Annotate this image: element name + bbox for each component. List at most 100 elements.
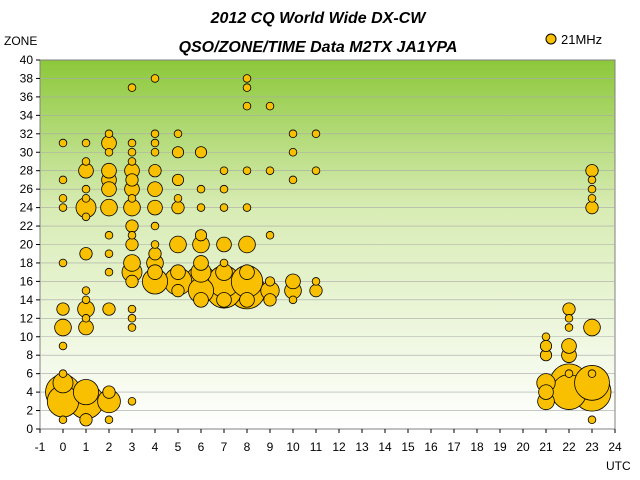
x-tick-labels: -1 0 1 2 3 4 5 6 7 8 9 10 11 12 13 14 15 16 17 18 19 20 21 22 23… xyxy=(35,440,622,454)
y-tick-label: 24 xyxy=(20,201,34,215)
data-bubble xyxy=(150,240,160,249)
data-bubble xyxy=(101,181,117,197)
data-bubble xyxy=(127,397,137,406)
data-bubble xyxy=(56,302,70,316)
y-tick-label: 6 xyxy=(26,367,33,381)
data-bubble xyxy=(127,323,137,332)
data-bubble xyxy=(587,175,597,185)
data-bubble xyxy=(265,231,275,240)
data-bubble xyxy=(311,129,321,139)
y-tick-label: 26 xyxy=(20,182,34,196)
data-bubble xyxy=(100,198,118,217)
data-bubble xyxy=(219,184,229,194)
data-bubble xyxy=(104,231,114,240)
x-tick-label: 14 xyxy=(378,440,392,454)
data-bubble xyxy=(309,284,323,298)
x-tick-label: 23 xyxy=(585,440,599,454)
x-tick-label: 18 xyxy=(470,440,484,454)
data-bubble xyxy=(104,147,114,157)
x-tick-label: 19 xyxy=(493,440,507,454)
chart-subtitle: QSO/ZONE/TIME Data M2TX JA1YPA xyxy=(179,39,458,56)
data-bubble xyxy=(219,258,229,268)
data-bubble xyxy=(150,74,160,83)
data-bubble xyxy=(58,203,68,212)
y-tick-label: 36 xyxy=(20,90,34,104)
data-bubble xyxy=(104,129,114,139)
data-bubble xyxy=(564,369,574,378)
data-bubble xyxy=(102,302,116,316)
data-bubble xyxy=(239,264,255,280)
data-bubble xyxy=(242,74,252,83)
data-bubble xyxy=(150,129,160,139)
x-tick-label: 16 xyxy=(424,440,438,454)
y-tick-label: 28 xyxy=(20,164,34,178)
data-bubble xyxy=(171,284,185,298)
data-bubble xyxy=(216,236,232,253)
data-bubble xyxy=(125,173,139,187)
data-bubble xyxy=(123,254,141,272)
data-bubble xyxy=(125,237,139,252)
y-tick-label: 38 xyxy=(20,71,34,85)
data-bubble xyxy=(288,295,298,305)
y-axis-label: ZONE xyxy=(4,34,37,48)
data-bubble xyxy=(169,235,187,254)
data-bubble xyxy=(81,157,91,166)
data-bubble xyxy=(58,415,68,425)
x-tick-label: 7 xyxy=(221,440,228,454)
x-tick-label: 21 xyxy=(539,440,553,454)
data-bubble xyxy=(242,203,252,212)
data-bubble xyxy=(285,273,301,290)
data-bubble xyxy=(173,194,183,203)
data-bubble xyxy=(150,138,160,148)
y-tick-label: 4 xyxy=(26,385,33,399)
data-bubble xyxy=(311,166,321,175)
data-bubble xyxy=(587,369,597,378)
data-bubble xyxy=(583,318,601,337)
data-bubble xyxy=(171,146,185,159)
data-bubble xyxy=(265,166,275,175)
x-tick-label: 15 xyxy=(401,440,415,454)
data-bubble xyxy=(81,286,91,295)
data-bubble xyxy=(150,147,160,157)
data-bubble xyxy=(104,267,114,277)
data-bubble xyxy=(193,292,209,308)
data-bubble xyxy=(538,384,554,400)
x-tick-label: 3 xyxy=(129,440,136,454)
legend-marker xyxy=(545,33,557,45)
x-tick-label: 13 xyxy=(355,440,369,454)
y-tick-label: 20 xyxy=(20,238,34,252)
y-tick-label: 22 xyxy=(20,219,34,233)
x-tick-label: -1 xyxy=(35,440,46,454)
data-bubble xyxy=(194,146,208,159)
data-bubble xyxy=(193,255,209,271)
y-tick-label: 16 xyxy=(20,274,34,288)
data-bubble xyxy=(101,162,117,179)
data-bubble xyxy=(147,199,163,216)
data-bubble xyxy=(127,157,137,166)
y-tick-label: 0 xyxy=(26,422,33,436)
data-bubbles xyxy=(45,74,612,427)
data-bubble xyxy=(81,184,91,194)
data-bubble xyxy=(102,385,116,399)
data-bubble xyxy=(79,247,93,261)
y-tick-label: 12 xyxy=(20,311,34,325)
data-bubble xyxy=(104,249,114,258)
data-bubble xyxy=(541,332,551,341)
data-bubble xyxy=(238,235,256,254)
data-bubble xyxy=(125,274,139,288)
x-tick-label: 1 xyxy=(83,440,90,454)
data-bubble xyxy=(81,314,91,323)
data-bubble xyxy=(311,277,321,286)
data-bubble xyxy=(539,339,553,353)
data-bubble xyxy=(587,194,597,203)
data-bubble xyxy=(288,129,298,139)
x-tick-label: 0 xyxy=(60,440,67,454)
y-tick-label: 30 xyxy=(20,145,34,159)
data-bubble xyxy=(150,221,160,231)
data-bubble xyxy=(587,415,597,425)
x-axis-label: UTC xyxy=(606,459,631,473)
y-tick-label: 14 xyxy=(20,293,34,307)
data-bubble xyxy=(81,295,91,305)
data-bubble xyxy=(58,369,68,378)
data-bubble xyxy=(288,175,298,185)
